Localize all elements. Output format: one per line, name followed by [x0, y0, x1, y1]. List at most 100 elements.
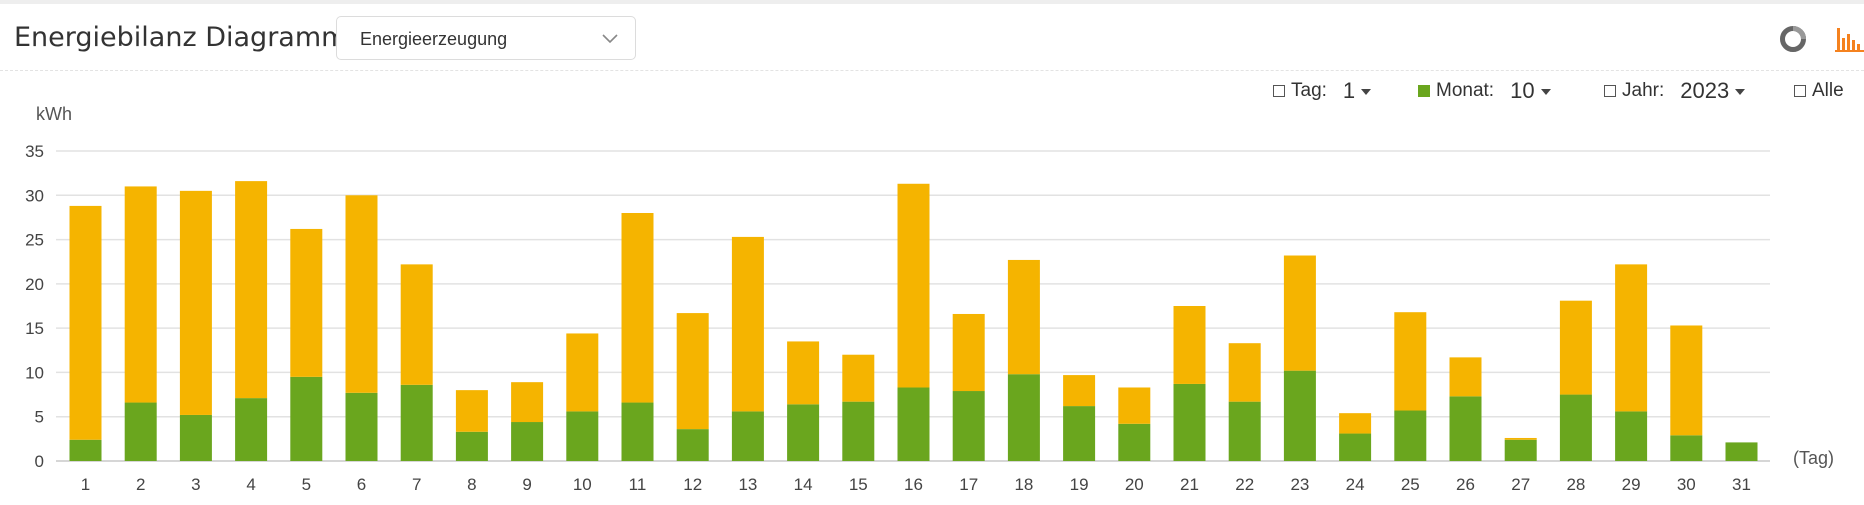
chevron-down-icon [602, 34, 618, 44]
x-tick-label: 30 [1677, 475, 1696, 494]
bar-series-2 [842, 354, 875, 402]
bar-series-2 [179, 190, 212, 415]
bar-series-2 [952, 313, 985, 392]
y-tick-label: 15 [25, 319, 44, 338]
filter-year[interactable]: Jahr: 2023 [1604, 76, 1746, 106]
bar-series-2 [1118, 387, 1151, 424]
year-label: Jahr: [1622, 80, 1665, 101]
bar-series-1 [842, 401, 875, 461]
y-tick-label: 35 [25, 142, 44, 161]
page-title: Energiebilanz Diagramm [14, 22, 348, 53]
x-tick-label: 2 [136, 475, 145, 494]
bar-series-2 [69, 205, 102, 440]
x-tick-label: 17 [959, 475, 978, 494]
y-tick-label: 30 [25, 186, 44, 205]
x-tick-label: 8 [467, 475, 476, 494]
day-value[interactable]: 1 [1342, 78, 1356, 103]
x-tick-label: 21 [1180, 475, 1199, 494]
bar-series-2 [1394, 312, 1427, 411]
bar-series-1 [1394, 410, 1427, 461]
year-caret-icon[interactable] [1735, 89, 1746, 95]
month-checkbox[interactable] [1418, 85, 1430, 97]
year-value[interactable]: 2023 [1680, 78, 1730, 103]
bar-series-1 [345, 392, 378, 461]
month-label: Monat: [1436, 80, 1495, 101]
bar-series-2 [1063, 375, 1096, 407]
bar-series-1 [1670, 435, 1703, 461]
x-tick-label: 1 [81, 475, 90, 494]
x-tick-label: 29 [1622, 475, 1641, 494]
bar-series-2 [400, 264, 433, 385]
x-tick-label: 23 [1290, 475, 1309, 494]
top-border [0, 0, 1864, 4]
bar-series-2 [1228, 343, 1261, 402]
x-tick-label: 13 [738, 475, 757, 494]
bar-series-1 [400, 384, 433, 461]
bar-series-2 [124, 186, 157, 403]
bar-series-1 [1283, 370, 1316, 461]
bar-series-2 [455, 390, 488, 432]
data-type-select-value: Energieerzeugung [360, 29, 508, 49]
month-value[interactable]: 10 [1510, 78, 1535, 103]
bar-series-2 [1615, 264, 1648, 412]
date-filter-bar: Tag: 1 Monat: 10 Jahr: 2023 Alle [0, 76, 1864, 106]
x-tick-label: 18 [1014, 475, 1033, 494]
filter-all[interactable]: Alle [1794, 76, 1844, 106]
bar-series-2 [511, 382, 544, 423]
y-tick-label: 10 [25, 363, 44, 382]
x-tick-label: 16 [904, 475, 923, 494]
bar-chart-icon[interactable] [1834, 24, 1864, 54]
bar-series-1 [1725, 442, 1758, 461]
bar-series-2 [731, 236, 764, 412]
x-tick-label: 25 [1401, 475, 1420, 494]
x-tick-label: 19 [1070, 475, 1089, 494]
x-tick-label: 28 [1566, 475, 1585, 494]
bar-series-1 [1339, 433, 1372, 461]
donut-chart-icon[interactable] [1778, 24, 1808, 54]
filter-day[interactable]: Tag: 1 [1273, 76, 1372, 106]
bar-series-2 [1283, 255, 1316, 371]
bar-series-1 [179, 414, 212, 461]
bar-series-1 [1449, 396, 1482, 461]
x-tick-label: 31 [1732, 475, 1751, 494]
x-tick-label: 11 [629, 475, 647, 494]
bar-series-1 [787, 404, 820, 461]
day-caret-icon[interactable] [1361, 89, 1372, 95]
bar-series-2 [787, 341, 820, 405]
bar-series-2 [1173, 306, 1206, 384]
x-tick-label: 3 [191, 475, 200, 494]
bar-series-1 [1007, 374, 1040, 461]
bar-series-2 [621, 213, 654, 403]
bar-series-1 [1063, 406, 1096, 461]
x-tick-label: 12 [683, 475, 702, 494]
bar-series-2 [235, 181, 268, 399]
x-tick-label: 5 [302, 475, 311, 494]
bar-series-1 [124, 402, 157, 461]
bar-series-2 [897, 183, 930, 388]
x-tick-label: 27 [1511, 475, 1530, 494]
year-checkbox[interactable] [1604, 85, 1616, 97]
day-checkbox[interactable] [1273, 85, 1285, 97]
bar-series-2 [290, 228, 323, 377]
all-label: Alle [1812, 80, 1844, 101]
bar-series-2 [1007, 259, 1040, 375]
y-tick-label: 25 [25, 231, 44, 250]
data-type-select[interactable]: Energieerzeugung [336, 16, 636, 60]
chart-header: Energiebilanz Diagramm Energieerzeugung [0, 4, 1864, 71]
y-tick-label: 20 [25, 275, 44, 294]
x-tick-label: 15 [849, 475, 868, 494]
bar-series-1 [1615, 411, 1648, 461]
bar-series-1 [1559, 394, 1592, 461]
bar-series-2 [1339, 413, 1372, 434]
all-checkbox[interactable] [1794, 85, 1806, 97]
x-tick-label: 6 [357, 475, 366, 494]
x-tick-label: 22 [1235, 475, 1254, 494]
bar-series-1 [952, 391, 985, 461]
bar-series-1 [731, 411, 764, 461]
filter-month[interactable]: Monat: 10 [1418, 76, 1551, 106]
x-tick-label: 26 [1456, 475, 1475, 494]
y-tick-label: 0 [35, 452, 44, 471]
month-caret-icon[interactable] [1540, 89, 1551, 95]
bar-series-2 [566, 333, 599, 412]
